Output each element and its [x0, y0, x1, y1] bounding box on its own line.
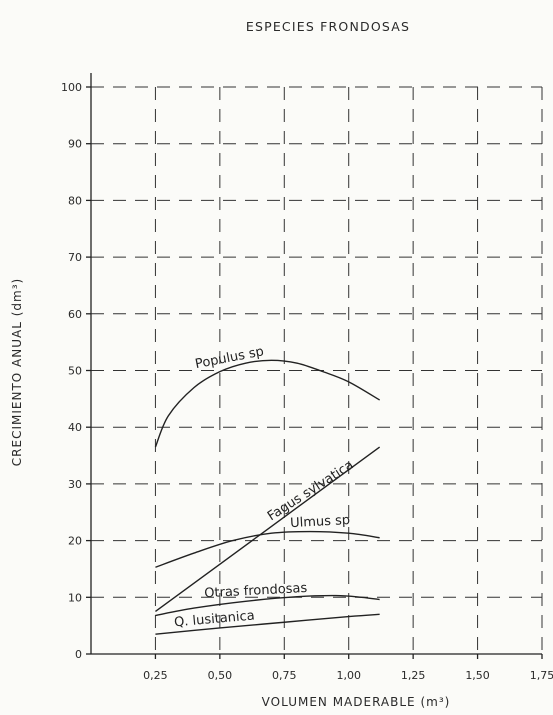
y-tick-label-0: 0: [75, 648, 82, 661]
x-axis-label: VOLUMEN MADERABLE (m³): [262, 695, 451, 709]
y-tick-label-3: 30: [68, 478, 82, 491]
series-label-3: Otras frondosas: [204, 581, 308, 601]
y-tick-label-9: 90: [68, 138, 82, 151]
y-tick-label-4: 40: [68, 421, 82, 434]
series-line-0: [154, 359, 380, 448]
y-tick-label-5: 50: [68, 365, 82, 378]
series-label-4: Q. lusitanica: [174, 608, 256, 630]
series-line-1: [155, 446, 381, 613]
y-axis-label: CRECIMIENTO ANUAL (dm³): [10, 278, 24, 466]
series-label-2: Ulmus sp: [290, 513, 351, 531]
x-tick-label-6: 1,75: [530, 669, 553, 682]
y-tick-label-6: 60: [68, 308, 82, 321]
y-tick-label-7: 70: [68, 251, 82, 264]
x-tick-label-5: 1,50: [465, 669, 490, 682]
y-tick-label-2: 20: [68, 535, 82, 548]
x-tick-label-2: 0,75: [272, 669, 297, 682]
chart-title: ESPECIES FRONDOSAS: [246, 19, 410, 34]
y-tick-labels: 0 10 20 30 40 50 60 70 80 90 100: [61, 81, 91, 661]
y-tick-label-1: 10: [68, 591, 82, 604]
x-tick-labels: 0,25 0,50 0,75 1,00 1,25 1,50 1,75: [143, 654, 553, 682]
series-line-2: [155, 530, 380, 568]
axes-layer: [90, 73, 542, 655]
y-tick-label-10: 100: [61, 81, 82, 94]
x-tick-label-3: 1,00: [336, 669, 361, 682]
series-line-4: [155, 613, 380, 635]
x-tick-label-0: 0,25: [143, 669, 168, 682]
grid-layer: [91, 86, 543, 654]
series-line-3: [155, 594, 380, 617]
y-tick-label-8: 80: [68, 194, 82, 207]
x-tick-label-4: 1,25: [401, 669, 426, 682]
x-tick-label-1: 0,50: [208, 669, 233, 682]
